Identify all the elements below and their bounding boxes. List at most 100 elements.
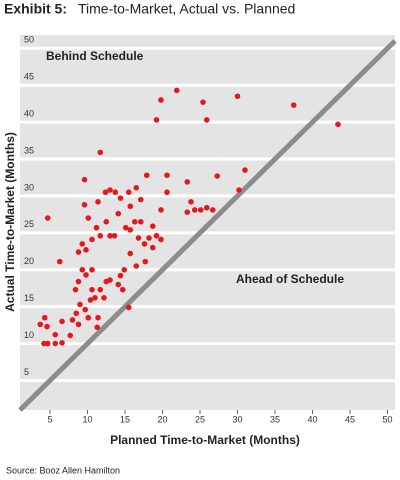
point (107, 232, 113, 239)
annotation: Behind Schedule (46, 49, 144, 63)
point (184, 209, 191, 215)
point (125, 189, 132, 196)
point (143, 172, 150, 179)
point (111, 232, 118, 239)
point (92, 294, 98, 301)
point (69, 317, 76, 323)
y-tick-label: 5 (24, 367, 29, 377)
point (335, 121, 341, 128)
annotation: Ahead of Schedule (236, 272, 344, 286)
point (44, 215, 51, 221)
exhibit-label: Exhibit 5: (4, 1, 67, 17)
y-tick-label: 10 (24, 330, 34, 340)
point (82, 306, 89, 313)
point (112, 189, 119, 196)
y-tick-label: 35 (24, 145, 34, 155)
y-tick-label: 50 (24, 35, 34, 45)
x-axis-label: Planned Time-to-Market (Months) (110, 433, 300, 447)
point (125, 304, 132, 311)
source: Source: Booz Allen Hamilton (6, 465, 120, 475)
point (149, 244, 156, 251)
point (94, 324, 101, 331)
point (101, 294, 107, 301)
point (89, 236, 95, 243)
point (95, 199, 101, 205)
point (77, 301, 83, 308)
point (141, 241, 148, 247)
point (153, 232, 160, 239)
point (117, 272, 124, 279)
point (115, 281, 122, 288)
y-tick-label: 45 (24, 72, 34, 82)
point (197, 207, 204, 213)
point (97, 149, 104, 156)
x-tick-label: 20 (157, 414, 167, 424)
point (158, 97, 164, 103)
point (107, 187, 113, 193)
point (236, 187, 242, 193)
point (131, 218, 138, 225)
point (122, 224, 129, 231)
point (137, 196, 144, 203)
point (115, 210, 122, 217)
point (121, 266, 128, 273)
point (203, 117, 210, 123)
point (79, 266, 86, 273)
y-tick-label: 20 (24, 256, 34, 266)
point (85, 215, 92, 221)
point (75, 321, 82, 328)
x-tick-label: 5 (47, 414, 52, 424)
point (127, 203, 134, 210)
point (85, 314, 92, 321)
point (59, 318, 65, 325)
point (73, 310, 80, 317)
point (127, 227, 134, 233)
point (164, 189, 170, 196)
point (146, 235, 152, 241)
point (127, 250, 134, 257)
y-tick-label: 40 (24, 108, 34, 118)
chart-title: Time-to-Market, Actual vs. Planned (78, 1, 295, 17)
point (83, 247, 89, 253)
x-tick-label: 10 (82, 414, 92, 424)
point (203, 204, 210, 211)
point (75, 278, 82, 285)
plot: 5 10 15 20 25 30 35 40 45 50 5 10 15 20 25 30 35 40 45 50 (18, 35, 397, 424)
point (56, 258, 63, 265)
point (191, 207, 198, 213)
point (200, 99, 206, 105)
point (184, 179, 191, 185)
point (103, 218, 110, 225)
point (89, 286, 95, 293)
point (242, 167, 248, 173)
x-tick-label: 40 (307, 414, 317, 424)
point (37, 321, 44, 328)
point (81, 201, 88, 208)
point (81, 176, 88, 183)
point (133, 263, 140, 269)
point (119, 286, 126, 293)
point (173, 87, 180, 94)
point (234, 93, 241, 100)
point (158, 207, 164, 213)
point (93, 224, 100, 231)
point (95, 314, 101, 321)
point (153, 117, 160, 123)
x-tick-label: 45 (345, 414, 355, 424)
x-tick-label: 25 (195, 414, 205, 424)
y-tick-label: 15 (24, 293, 34, 303)
x-tick-label: 50 (382, 414, 392, 424)
point (107, 277, 113, 283)
point (137, 218, 144, 225)
point (142, 258, 149, 265)
parity-line (18, 39, 397, 412)
point (214, 173, 221, 179)
point (59, 340, 65, 346)
point (44, 323, 50, 330)
point (72, 286, 79, 293)
x-tick-label: 15 (120, 414, 130, 424)
point (89, 266, 95, 273)
point (97, 286, 104, 293)
point (97, 232, 104, 239)
